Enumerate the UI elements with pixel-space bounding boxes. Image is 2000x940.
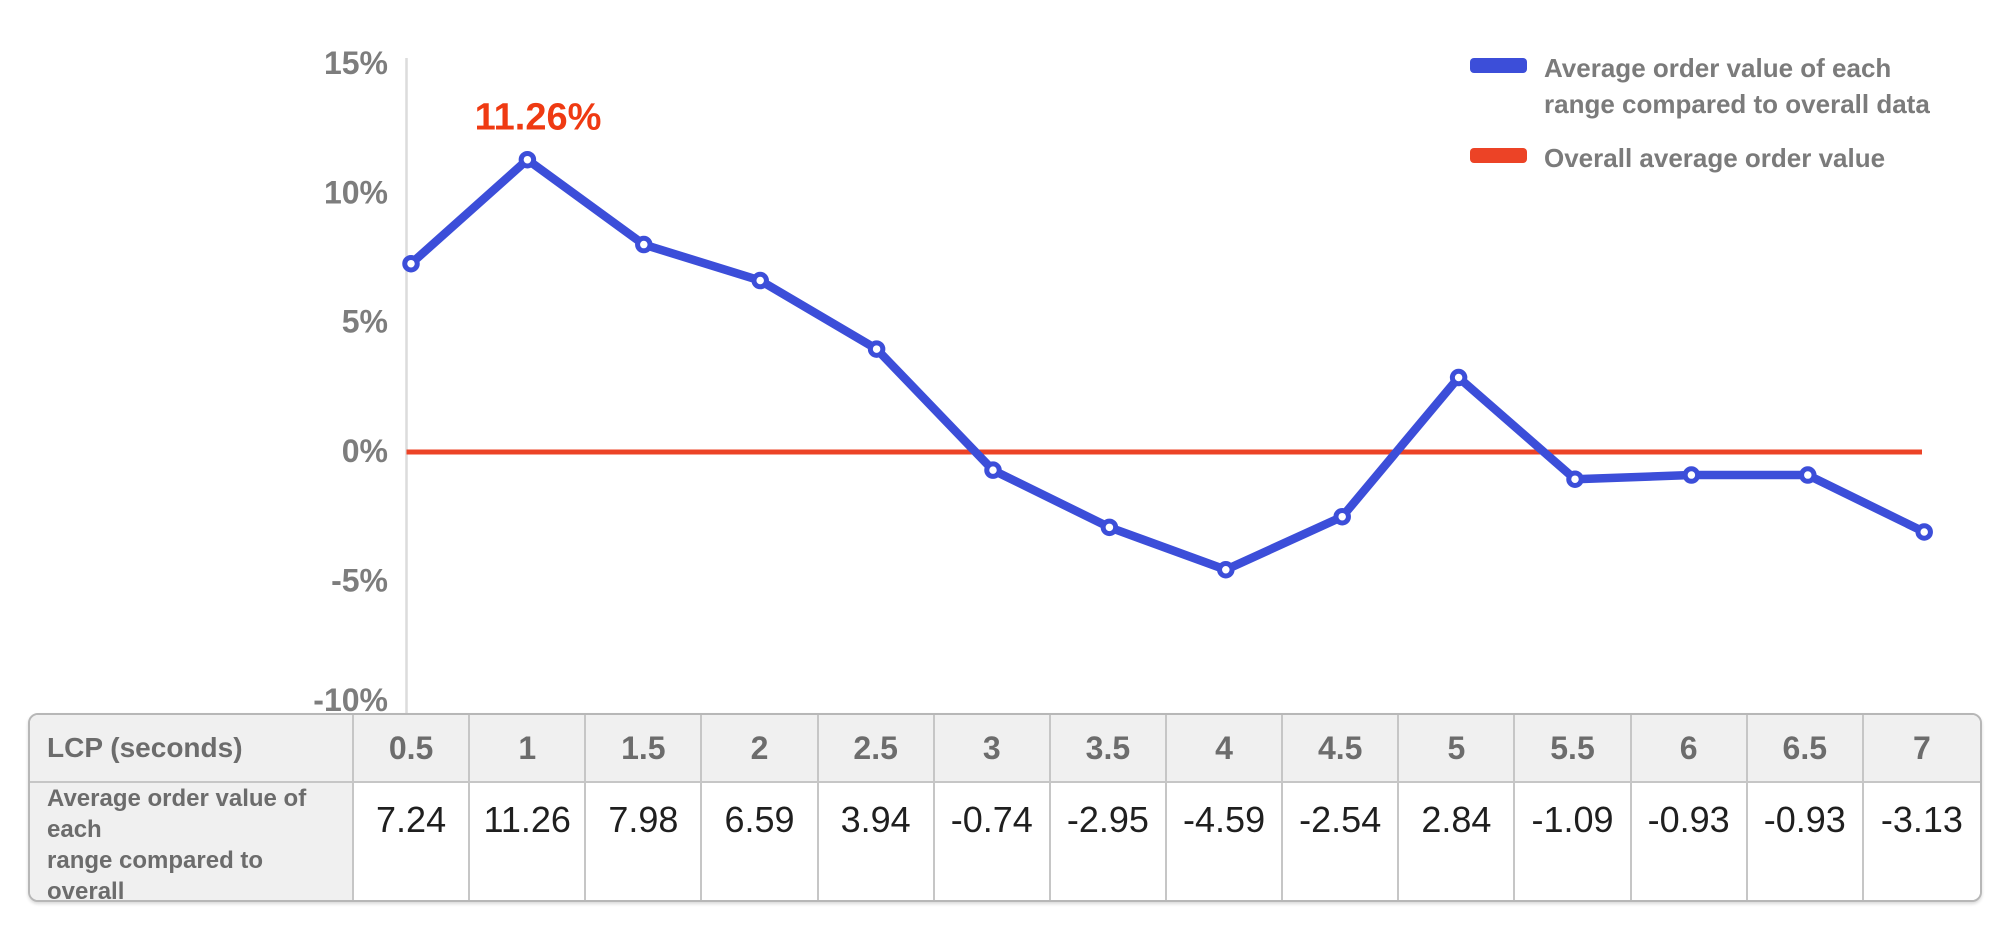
data-table: LCP (seconds) 0.5 1 1.5 2 2.5 3 3.5 4 4.5 5 5.5 6 6.5… (28, 713, 1982, 902)
series-line (406, 155, 1929, 574)
data-point-marker (1566, 470, 1584, 488)
table-header-cell: 5.5 (1515, 715, 1632, 783)
data-point-marker (518, 150, 537, 169)
table-header-cell: 2 (702, 715, 819, 783)
data-point-marker (1915, 523, 1933, 541)
table-value-cell: -4.59 (1167, 783, 1284, 900)
y-tick-label: 10% (324, 174, 388, 210)
table-header-cell: 7 (1863, 715, 1980, 783)
peak-annotation: 11.26% (474, 96, 602, 139)
legend-label-baseline: Overall average order value (1544, 143, 1886, 173)
table-header-cell: 4.5 (1283, 715, 1400, 783)
table-header-cell: 5 (1399, 715, 1516, 783)
table-value-cell: -0.93 (1631, 783, 1748, 900)
data-point-marker (1217, 560, 1235, 579)
table-value-cell: 11.26 (470, 783, 587, 900)
table-row-label-cell: Average order value of each range compar… (30, 783, 354, 900)
table-header-cell: 1.5 (586, 715, 703, 783)
table-header-cell: 1 (470, 715, 587, 783)
table-value-cell: -2.95 (1050, 783, 1167, 900)
table-header-cell: 4 (1167, 715, 1284, 783)
table-corner-cell: LCP (seconds) (30, 715, 354, 783)
y-tick-label: 0% (342, 433, 388, 469)
data-point-marker (867, 340, 886, 358)
data-point-marker (751, 271, 769, 290)
y-tick-label: 15% (324, 45, 388, 81)
legend-item-series: Average order value of each range compar… (1470, 50, 2000, 122)
table-header-cell: 2.5 (818, 715, 935, 783)
table-value-cell: -3.13 (1863, 783, 1980, 900)
table-value-cell: 3.94 (818, 783, 935, 900)
blue-line-swatch-icon (1470, 58, 1527, 73)
table-value-cell: -0.93 (1747, 783, 1864, 900)
table-header-cell: 3 (934, 715, 1051, 783)
data-point-marker (984, 461, 1002, 479)
red-line-swatch-icon (1470, 148, 1527, 163)
y-tick-label: -10% (313, 682, 388, 713)
table-value-cell: 7.24 (354, 783, 471, 900)
table-header-cell: 0.5 (354, 715, 471, 783)
table-value-cell: 2.84 (1399, 783, 1516, 900)
data-point-marker (1682, 466, 1701, 484)
table-value-cell: -2.54 (1283, 783, 1400, 900)
y-tick-label: -5% (331, 562, 388, 598)
table-header-cell: 3.5 (1050, 715, 1167, 783)
table-value-cell: 6.59 (702, 783, 819, 900)
data-point-marker (402, 254, 420, 273)
data-point-marker (635, 235, 653, 254)
data-point-marker (1449, 368, 1468, 387)
table-header-cell: 6.5 (1747, 715, 1864, 783)
legend-label-series: Average order value of each range compar… (1544, 53, 1930, 119)
table-value-cell: -0.74 (934, 783, 1051, 900)
table-header-cell: 6 (1631, 715, 1748, 783)
data-point-marker (1799, 466, 1817, 484)
line-chart: 15% 10% 5% 0% -5% -10% (313, 45, 1933, 713)
legend-item-baseline: Overall average order value (1470, 140, 2000, 176)
y-tick-label: 5% (342, 304, 388, 340)
data-point-marker (1100, 518, 1119, 537)
data-point-marker (1333, 507, 1351, 526)
table-value-cell: 7.98 (586, 783, 703, 900)
legend: Average order value of each range compar… (1470, 50, 2000, 176)
table-value-cell: -1.09 (1515, 783, 1632, 900)
